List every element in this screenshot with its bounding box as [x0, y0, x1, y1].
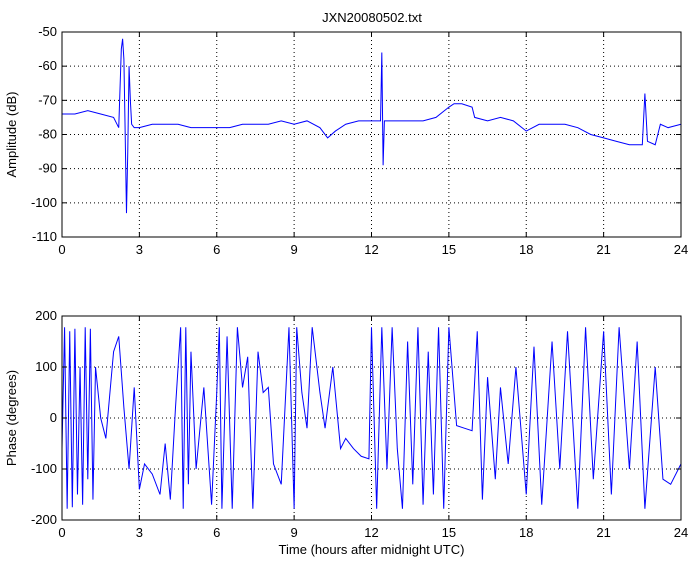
y-tick-label: -80: [38, 127, 57, 142]
chart-title: JXN20080502.txt: [322, 10, 422, 25]
y-tick-label: -60: [38, 58, 57, 73]
x-tick-label: 6: [213, 525, 220, 540]
y-tick-label: 100: [35, 359, 57, 374]
y-tick-label: -100: [31, 195, 57, 210]
x-tick-label: 15: [442, 242, 456, 257]
y-tick-label: 0: [50, 410, 57, 425]
x-tick-label: 21: [596, 525, 610, 540]
x-tick-label: 18: [519, 525, 533, 540]
data-series-line: [62, 38, 682, 214]
y-tick-label: -100: [31, 461, 57, 476]
amplitude-axes: JXN20080502.txt Amplitude (dB) 0 3 6 9 12 15 1…: [4, 10, 688, 257]
x-tick-label: 3: [136, 525, 143, 540]
data-series-line: [61, 327, 682, 509]
y-tick-label: -200: [31, 512, 57, 527]
y-tick-label: -50: [38, 24, 57, 39]
x-tick-label: 12: [364, 525, 378, 540]
x-tick-label: 0: [58, 525, 65, 540]
x-axis-label: Time (hours after midnight UTC): [279, 542, 465, 557]
x-tick-label: 0: [58, 242, 65, 257]
x-tick-label: 9: [291, 525, 298, 540]
x-tick-label: 18: [519, 242, 533, 257]
y-tick-label: -110: [32, 229, 57, 244]
x-tick-label: 12: [364, 242, 378, 257]
phase-axes: Phase (degrees) Time (hours after midnig…: [4, 308, 688, 557]
x-tick-label: 6: [213, 242, 220, 257]
x-tick-label: 15: [442, 525, 456, 540]
x-tick-label: 9: [291, 242, 298, 257]
y-tick-label: 200: [35, 308, 57, 323]
y-tick-label: -90: [38, 161, 57, 176]
x-tick-label: 24: [674, 242, 688, 257]
y-axis-label: Phase (degrees): [4, 370, 19, 466]
y-tick-label: -70: [38, 92, 57, 107]
y-axis-label: Amplitude (dB): [4, 92, 19, 178]
x-tick-label: 21: [596, 242, 610, 257]
x-tick-label: 3: [136, 242, 143, 257]
x-tick-label: 24: [674, 525, 688, 540]
